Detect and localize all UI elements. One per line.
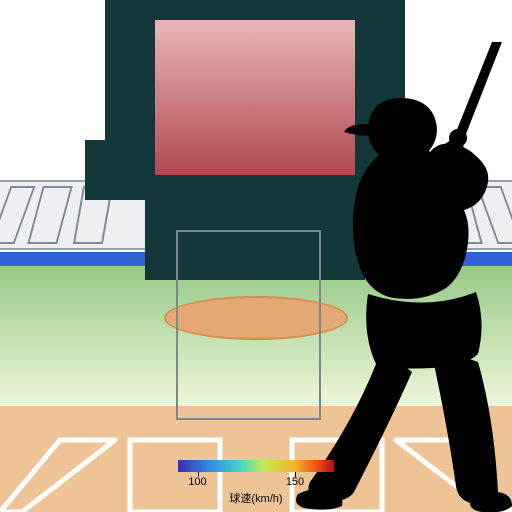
speed-colorbar	[178, 460, 334, 472]
batter-silhouette	[280, 42, 512, 512]
speed-tick-label: 150	[283, 476, 307, 488]
scoreboard-wing	[85, 140, 105, 200]
speed-tick-label: 100	[186, 476, 210, 488]
pitch-location-diagram: 100 150 球速(km/h)	[0, 0, 512, 512]
speed-legend-label: 球速(km/h)	[178, 490, 334, 506]
